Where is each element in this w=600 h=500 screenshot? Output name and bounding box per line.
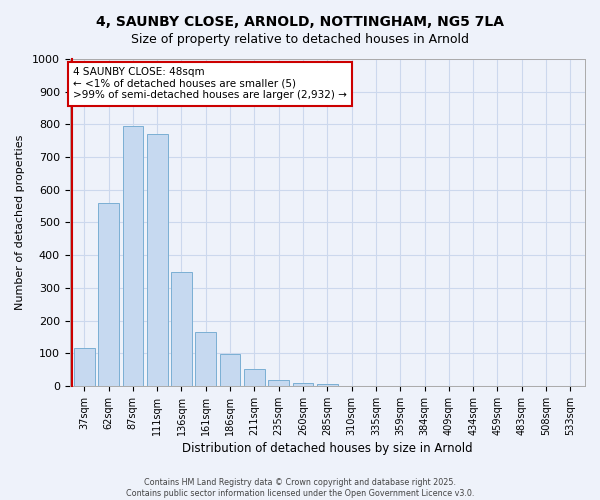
Bar <box>171 272 192 386</box>
Bar <box>196 332 216 386</box>
Text: 4, SAUNBY CLOSE, ARNOLD, NOTTINGHAM, NG5 7LA: 4, SAUNBY CLOSE, ARNOLD, NOTTINGHAM, NG5… <box>96 15 504 29</box>
Text: 4 SAUNBY CLOSE: 48sqm
← <1% of detached houses are smaller (5)
>99% of semi-deta: 4 SAUNBY CLOSE: 48sqm ← <1% of detached … <box>73 67 347 100</box>
Bar <box>244 369 265 386</box>
Bar <box>98 203 119 386</box>
Bar <box>74 348 95 386</box>
Bar <box>147 134 167 386</box>
Bar <box>293 382 313 386</box>
Bar <box>268 380 289 386</box>
Bar <box>220 354 241 386</box>
Text: Contains HM Land Registry data © Crown copyright and database right 2025.
Contai: Contains HM Land Registry data © Crown c… <box>126 478 474 498</box>
Bar <box>317 384 338 386</box>
Bar <box>122 126 143 386</box>
Text: Size of property relative to detached houses in Arnold: Size of property relative to detached ho… <box>131 32 469 46</box>
Y-axis label: Number of detached properties: Number of detached properties <box>15 135 25 310</box>
X-axis label: Distribution of detached houses by size in Arnold: Distribution of detached houses by size … <box>182 442 473 455</box>
